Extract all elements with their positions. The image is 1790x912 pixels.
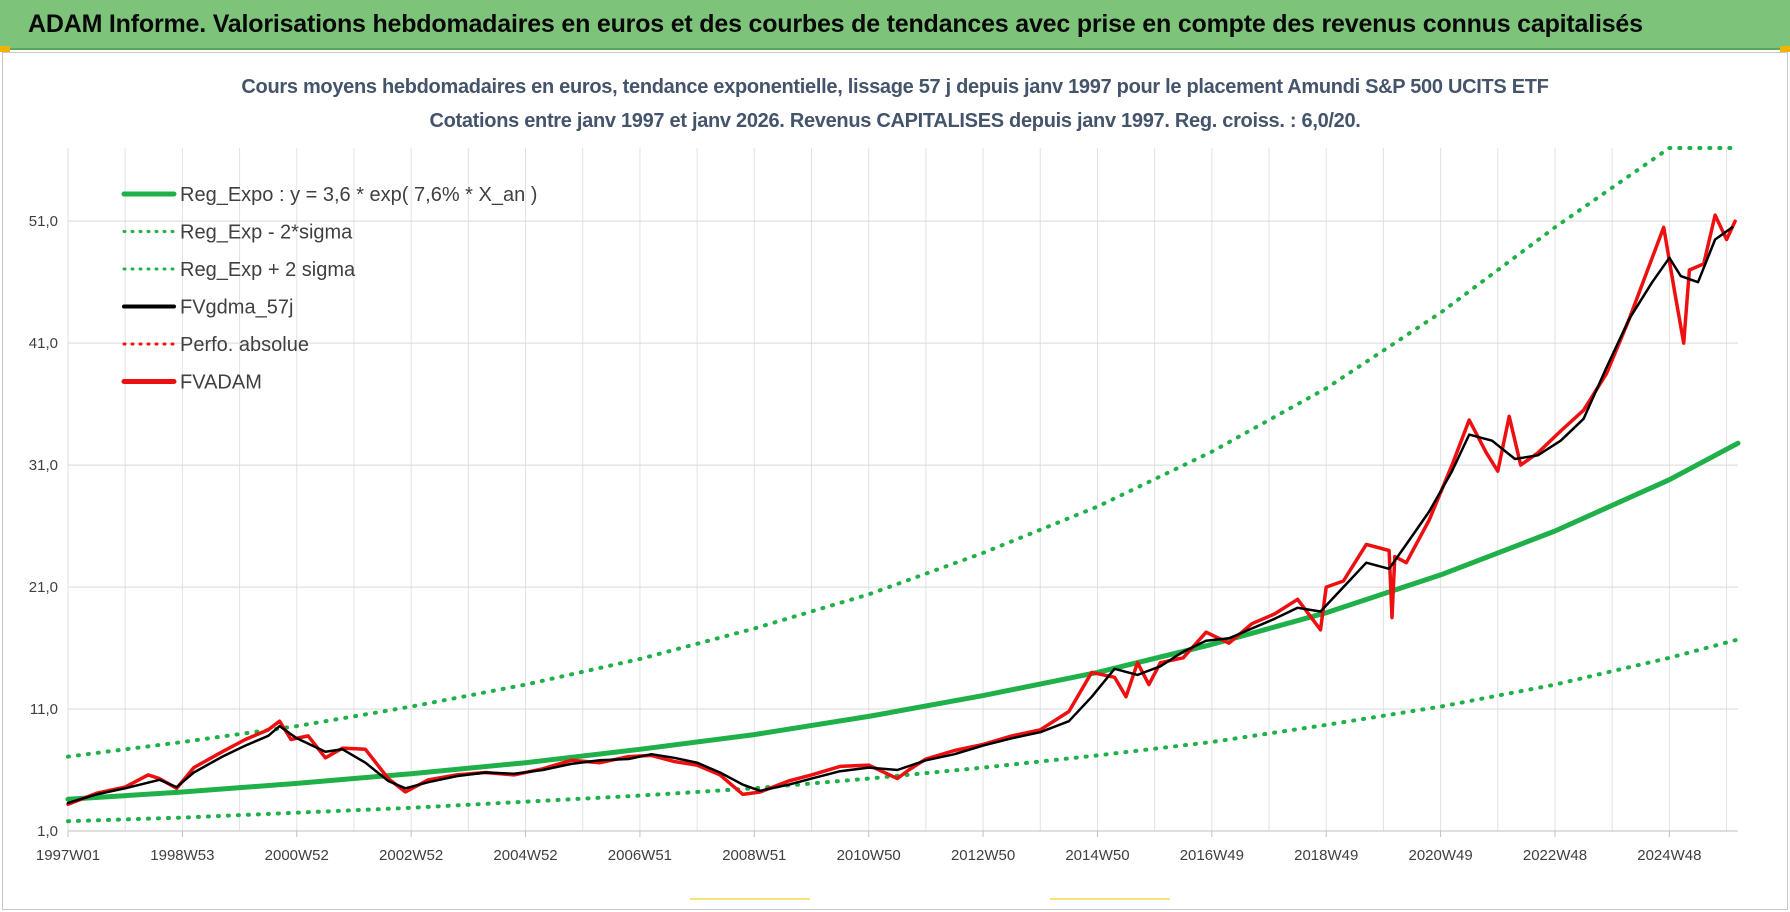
- x-tick-label: 2012W50: [951, 847, 1015, 864]
- legend-label-fvadam: FVADAM: [180, 372, 262, 394]
- y-tick-label: 51,0: [29, 213, 58, 230]
- frame-corner-left: [0, 46, 10, 52]
- x-tick-label: 2010W50: [837, 847, 901, 864]
- x-tick-label: 2018W49: [1294, 847, 1358, 864]
- x-tick-label: 2004W52: [493, 847, 557, 864]
- y-tick-label: 11,0: [30, 701, 58, 718]
- y-tick-label: 31,0: [29, 457, 58, 474]
- y-tick-label: 1,0: [37, 823, 58, 840]
- chart-title: Cours moyens hebdomadaires en euros, ten…: [241, 76, 1549, 98]
- header-banner: ADAM Informe. Valorisations hebdomadaire…: [0, 0, 1790, 50]
- chart-subtitle: Cotations entre janv 1997 et janv 2026. …: [429, 110, 1361, 132]
- decor-mark-2: [1050, 898, 1170, 900]
- legend-label-reg_plus: Reg_Exp + 2 sigma: [180, 259, 356, 281]
- series-line-fvadam: [66, 213, 1737, 806]
- x-tick-label: 1997W01: [36, 847, 100, 864]
- y-tick-label: 41,0: [29, 335, 58, 352]
- x-tick-label: 2006W51: [608, 847, 672, 864]
- decor-mark-1: [690, 898, 810, 900]
- x-tick-label: 2022W48: [1523, 847, 1587, 864]
- series-line-reg-exp-2-sigma: [66, 637, 1740, 824]
- x-tick-label: 2020W49: [1408, 847, 1472, 864]
- series-line-reg-expo: [65, 440, 1741, 802]
- x-tick-label: 2016W49: [1180, 847, 1244, 864]
- x-tick-label: 2002W52: [379, 847, 443, 864]
- chart-frame: [2, 52, 1788, 910]
- x-tick-label: 1998W53: [150, 847, 214, 864]
- x-tick-label: 2014W50: [1065, 847, 1129, 864]
- x-tick-label: 2000W52: [265, 847, 329, 864]
- x-tick-label: 2024W48: [1637, 847, 1701, 864]
- legend-label-reg_expo: Reg_Expo : y = 3,6 * exp( 7,6% * X_an ): [180, 184, 537, 206]
- legend-label-fvgdma: FVgdma_57j: [180, 297, 293, 319]
- frame-corner-right: [1780, 46, 1790, 52]
- header-title: ADAM Informe. Valorisations hebdomadaire…: [28, 10, 1643, 38]
- series-line-reg-exp-2-sigma: [66, 146, 1740, 759]
- y-tick-label: 21,0: [29, 579, 58, 596]
- legend-label-reg_minus: Reg_Exp - 2*sigma: [180, 222, 353, 244]
- x-tick-label: 2008W51: [722, 847, 786, 864]
- series-line-fvgdma-57j: [66, 226, 1734, 805]
- legend-label-perfo: Perfo. absolue: [180, 334, 309, 356]
